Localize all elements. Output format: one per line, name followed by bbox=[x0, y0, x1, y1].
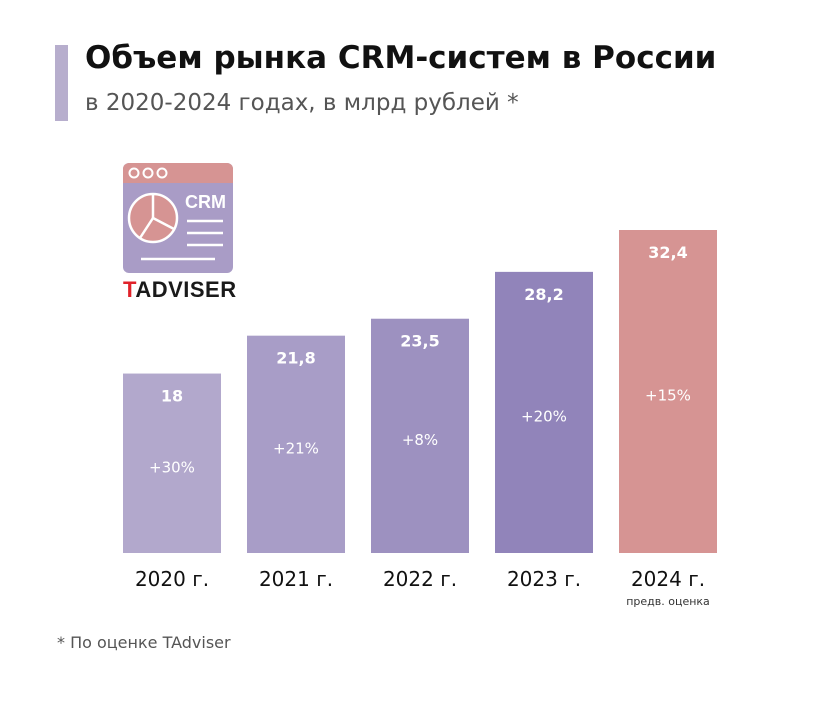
logo-window-header bbox=[123, 163, 233, 183]
bar-growth-label: +8% bbox=[402, 431, 438, 449]
title-accent-bar bbox=[55, 45, 68, 121]
logo-badge: CRM bbox=[185, 192, 226, 212]
bar bbox=[495, 271, 593, 553]
bar-value-label: 32,4 bbox=[648, 243, 687, 262]
bar bbox=[619, 230, 717, 553]
x-tick-note: предв. оценка bbox=[626, 595, 710, 608]
bar-growth-label: +20% bbox=[521, 407, 567, 425]
bar-value-label: 28,2 bbox=[524, 285, 563, 304]
logo-dot bbox=[128, 167, 140, 179]
logo-brand-rest: ADVISER bbox=[135, 277, 237, 302]
logo-dot bbox=[156, 167, 168, 179]
x-tick-label: 2020 г. bbox=[135, 567, 209, 591]
bar-value-label: 21,8 bbox=[276, 349, 315, 368]
crm-logo-icon: CRM bbox=[123, 163, 233, 273]
logo-brand-letter: T bbox=[123, 277, 136, 302]
x-tick-label: 2022 г. bbox=[383, 567, 457, 591]
bar-growth-label: +15% bbox=[645, 387, 691, 405]
bar-growth-label: +30% bbox=[149, 458, 195, 476]
bar bbox=[123, 373, 221, 553]
tadviser-logo: TADVISER bbox=[123, 277, 237, 303]
x-tick-label: 2021 г. bbox=[259, 567, 333, 591]
bar-value-label: 23,5 bbox=[400, 332, 439, 351]
bar-value-label: 18 bbox=[161, 387, 183, 406]
footnote: * По оценке TAdviser bbox=[57, 633, 231, 652]
logo-dot bbox=[142, 167, 154, 179]
bar bbox=[371, 318, 469, 553]
bar bbox=[247, 335, 345, 553]
bar-growth-label: +21% bbox=[273, 439, 319, 457]
x-tick-label: 2023 г. bbox=[507, 567, 581, 591]
x-tick-label: 2024 г. bbox=[631, 567, 705, 591]
chart-subtitle: в 2020-2024 годах, в млрд рублей * bbox=[85, 90, 519, 116]
chart-title: Объем рынка CRM-систем в России bbox=[85, 40, 717, 76]
